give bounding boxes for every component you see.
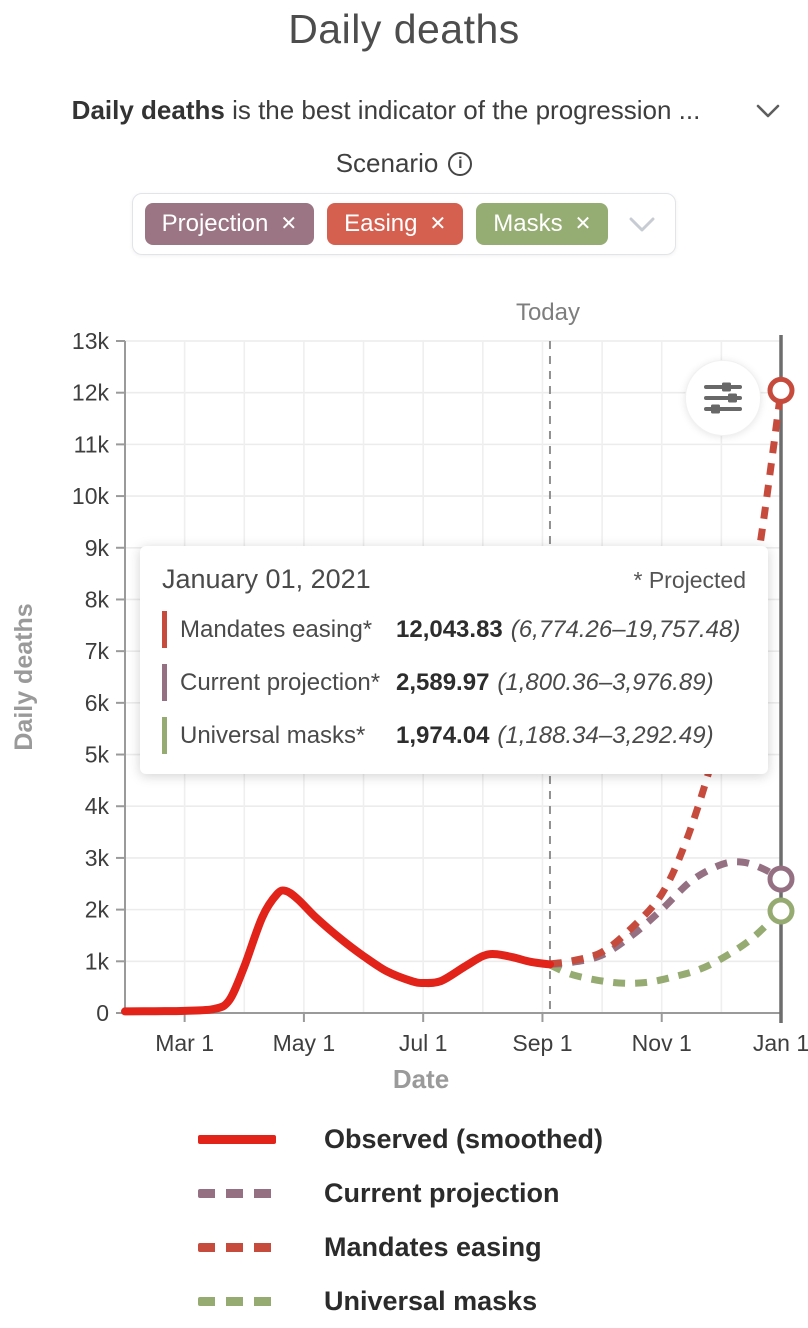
x-tick-label: Sep 1 bbox=[512, 1030, 572, 1056]
chip-masks-remove-icon[interactable]: ✕ bbox=[574, 213, 592, 235]
series-observed-smoothed- bbox=[121, 886, 554, 1016]
series-mandates-easing bbox=[549, 389, 785, 968]
x-tick-label: Jul 1 bbox=[399, 1030, 448, 1056]
scenario-select[interactable]: Projection ✕ Easing ✕ Masks ✕ bbox=[131, 193, 677, 255]
x-axis-title: Date bbox=[393, 1064, 449, 1094]
y-tick-label: 8k bbox=[85, 586, 110, 612]
today-label: Today bbox=[516, 299, 580, 326]
legend-label: Observed (smoothed) bbox=[324, 1123, 604, 1154]
x-tick-label: Mar 1 bbox=[155, 1030, 214, 1056]
y-tick-label: 5k bbox=[85, 742, 110, 768]
chip-easing-remove-icon[interactable]: ✕ bbox=[429, 213, 447, 235]
description-text: Daily deaths is the best indicator of th… bbox=[22, 95, 750, 126]
tooltip-projected-note: * Projected bbox=[633, 567, 746, 593]
legend-item-mandates-easing: Mandates easing bbox=[198, 1220, 610, 1274]
x-tick-label: May 1 bbox=[273, 1030, 336, 1056]
chart-settings-button[interactable] bbox=[685, 360, 761, 436]
chip-masks-label: Masks bbox=[493, 210, 563, 237]
y-axis-title: Daily deaths bbox=[10, 603, 38, 750]
y-tick-label: 4k bbox=[85, 793, 110, 819]
y-tick-label: 6k bbox=[85, 690, 110, 716]
y-tick-label: 7k bbox=[85, 638, 110, 664]
legend-swatch-universal-masks bbox=[198, 1296, 276, 1306]
chart-legend: Observed (smoothed) Current projection M… bbox=[0, 1112, 808, 1328]
y-tick-label: 13k bbox=[72, 328, 110, 354]
series-universal-masks bbox=[548, 908, 784, 987]
x-tick-label: Nov 1 bbox=[632, 1030, 692, 1056]
tooltip-row-mandates-easing: Mandates easing* 12,043.83 (6,774.26–19,… bbox=[162, 611, 746, 648]
y-tick-label: 9k bbox=[85, 535, 110, 561]
tooltip-color-bar bbox=[162, 664, 167, 701]
x-tick-label: Jan 1 bbox=[753, 1030, 808, 1056]
description-expander[interactable]: Daily deaths is the best indicator of th… bbox=[0, 95, 808, 126]
y-tick-label: 11k bbox=[74, 431, 110, 457]
tooltip-row-label: Mandates easing* bbox=[180, 615, 373, 643]
tooltip-color-bar bbox=[162, 611, 167, 648]
end-marker-current-projection[interactable] bbox=[767, 865, 795, 893]
y-tick-label: 3k bbox=[85, 845, 110, 871]
end-marker-universal-masks[interactable] bbox=[767, 897, 795, 925]
info-icon[interactable]: i bbox=[448, 151, 473, 176]
tooltip-row-label: Current projection* bbox=[180, 668, 381, 696]
tooltip-row-value: 2,589.97 bbox=[396, 668, 490, 696]
description-bold: Daily deaths bbox=[71, 95, 225, 125]
y-tick-label: 12k bbox=[72, 380, 110, 406]
chip-projection[interactable]: Projection ✕ bbox=[144, 203, 315, 245]
chart-tooltip: January 01, 2021 * Projected Mandates ea… bbox=[140, 546, 768, 774]
y-tick-label: 0 bbox=[96, 1000, 109, 1026]
legend-swatch-current-projection bbox=[198, 1188, 276, 1198]
legend-label: Universal masks bbox=[324, 1285, 538, 1316]
legend-label: Current projection bbox=[324, 1177, 560, 1208]
tooltip-row-range: (1,188.34–3,292.49) bbox=[497, 721, 714, 749]
page-title: Daily deaths bbox=[288, 6, 520, 52]
tooltip-row-value: 12,043.83 bbox=[396, 615, 503, 643]
y-tick-label: 2k bbox=[85, 897, 110, 923]
scenario-dropdown-chevron-icon[interactable] bbox=[621, 217, 663, 232]
tooltip-date: January 01, 2021 bbox=[162, 564, 371, 594]
tooltip-row-current-projection: Current projection* 2,589.97 (1,800.36–3… bbox=[162, 664, 746, 701]
chip-projection-label: Projection bbox=[161, 210, 269, 237]
description-chevron-down-icon[interactable] bbox=[750, 100, 786, 122]
y-tick-label: 10k bbox=[72, 483, 110, 509]
description-rest: is the best indicator of the progression… bbox=[224, 95, 701, 125]
legend-swatch-mandates-easing bbox=[198, 1242, 276, 1252]
series-current-projection bbox=[549, 858, 783, 968]
tooltip-row-universal-masks: Universal masks* 1,974.04 (1,188.34–3,29… bbox=[162, 717, 746, 754]
end-marker-mandates-easing[interactable] bbox=[767, 376, 795, 404]
legend-item-universal-masks: Universal masks bbox=[198, 1274, 610, 1328]
scenario-label: Scenario bbox=[335, 148, 439, 178]
chip-masks[interactable]: Masks ✕ bbox=[476, 203, 609, 245]
sliders-icon bbox=[704, 382, 742, 414]
tooltip-row-label: Universal masks* bbox=[180, 721, 366, 749]
chip-projection-remove-icon[interactable]: ✕ bbox=[280, 213, 298, 235]
legend-item-current-projection: Current projection bbox=[198, 1166, 610, 1220]
chip-easing[interactable]: Easing ✕ bbox=[327, 203, 464, 245]
tooltip-row-value: 1,974.04 bbox=[396, 721, 490, 749]
chip-easing-label: Easing bbox=[344, 210, 418, 237]
tooltip-row-range: (1,800.36–3,976.89) bbox=[497, 668, 714, 696]
chart-area: 0 1k 2k 3k 4k 5k 6k 7k 8k 9k 10k 11k 12k 13k Mar 1 May … bbox=[0, 296, 808, 1102]
legend-label: Mandates easing bbox=[324, 1231, 542, 1262]
y-tick-label: 1k bbox=[85, 948, 110, 974]
legend-swatch-observed bbox=[198, 1134, 276, 1144]
tooltip-color-bar bbox=[162, 717, 167, 754]
tooltip-row-range: (6,774.26–19,757.48) bbox=[510, 615, 741, 643]
legend-item-observed: Observed (smoothed) bbox=[198, 1112, 610, 1166]
